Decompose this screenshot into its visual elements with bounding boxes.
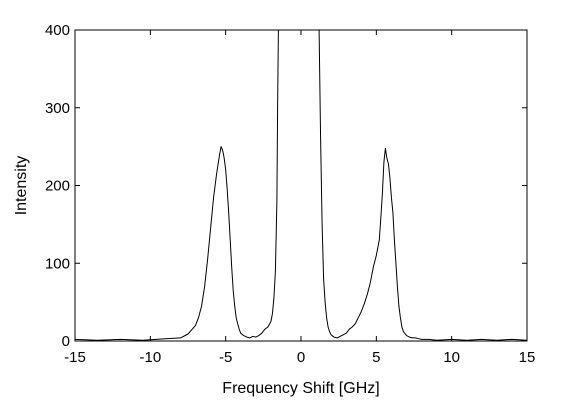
x-axis-label: Frequency Shift [GHz] [222,380,379,397]
series-group [74,29,528,341]
x-tick-label: 5 [372,349,380,366]
y-tick-label: 400 [45,22,70,39]
x-axis-ticks [74,30,528,341]
x-tick-label: -10 [139,349,161,366]
x-tick-label: 0 [297,349,305,366]
x-tick-label: -5 [219,349,232,366]
y-tick-label: 100 [45,255,70,272]
y-tick-label: 0 [62,333,70,350]
x-tick-label: 10 [443,349,460,366]
plot-area [74,29,528,342]
y-tick-label: 200 [45,178,70,195]
series-line [74,29,528,341]
y-axis-ticks [75,29,527,342]
y-axis-tick-labels: 0 100 200 300 400 [45,22,70,350]
y-tick-label: 300 [45,100,70,117]
x-axis-tick-labels: -15 -10 -5 0 5 10 15 [64,349,535,366]
y-axis-label: Intensity [13,156,30,216]
x-tick-label: 15 [519,349,536,366]
x-tick-label: -15 [64,349,86,366]
